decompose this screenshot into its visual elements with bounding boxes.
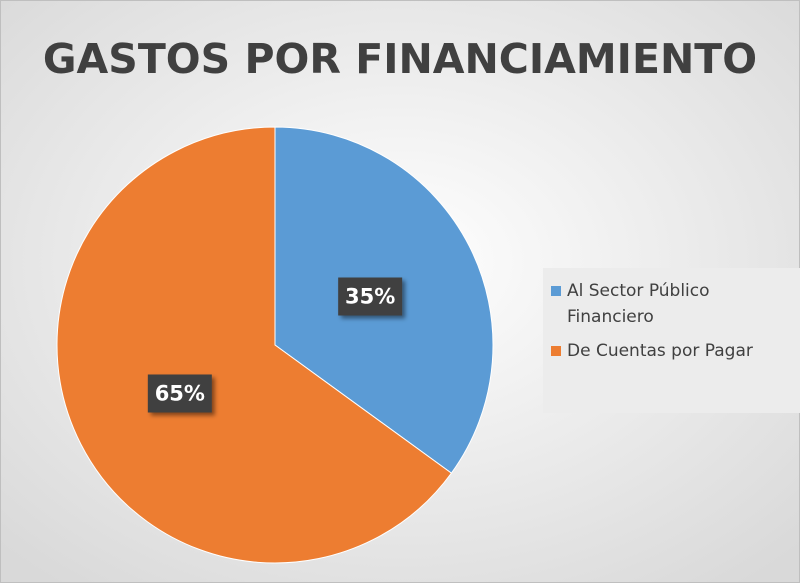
legend-entry: Al Sector Público Financiero	[551, 278, 794, 330]
data-label-box	[147, 374, 212, 413]
pie-slice	[56, 126, 453, 564]
legend-swatch	[551, 286, 561, 296]
data-label: 35%	[345, 285, 395, 309]
data-label-box	[338, 277, 403, 316]
chart-title: GASTOS POR FINANCIAMIENTO	[43, 35, 757, 83]
legend-label: Al Sector Público Financiero	[567, 281, 710, 327]
legend: Al Sector Público Financiero De Cuentas p…	[543, 268, 800, 413]
legend-entry: De Cuentas por Pagar	[551, 338, 794, 364]
legend-label: De Cuentas por Pagar	[567, 341, 753, 361]
data-label: 65%	[155, 381, 205, 405]
legend-swatch	[551, 346, 561, 356]
